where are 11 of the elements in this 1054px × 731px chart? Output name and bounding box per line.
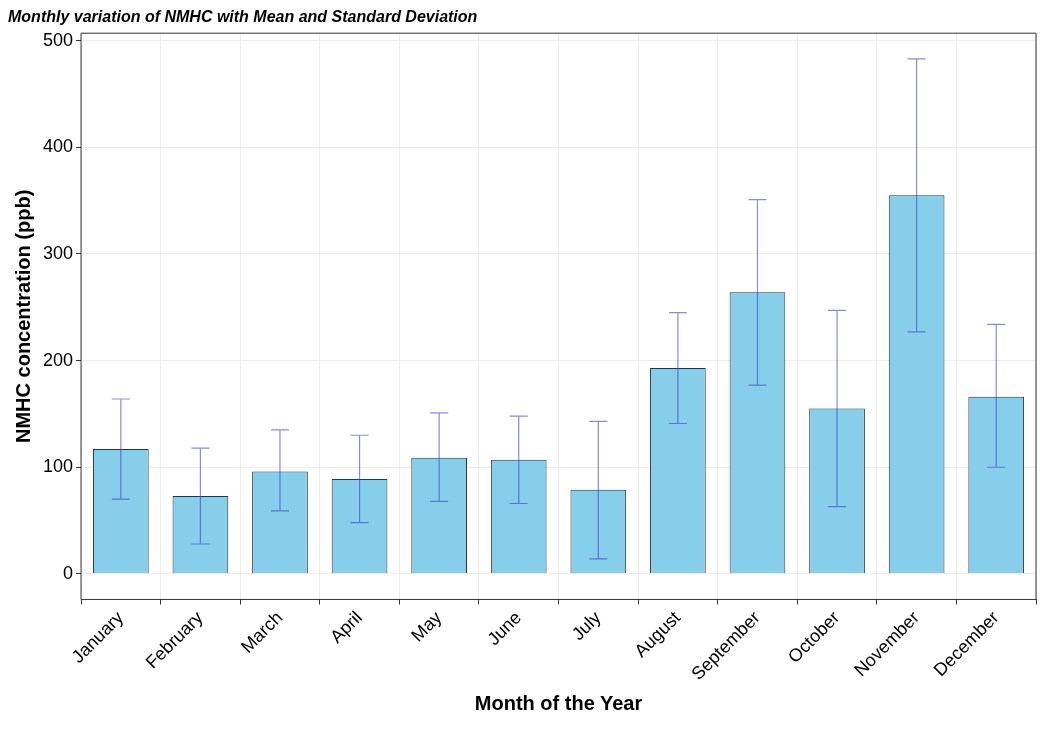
y-tick-label: 0 xyxy=(63,562,74,583)
y-tick-label: 400 xyxy=(42,136,74,157)
x-axis-title: Month of the Year xyxy=(474,691,643,714)
y-axis-title: NMHC concentration (ppb) xyxy=(11,189,34,443)
x-tick-label: July xyxy=(567,607,605,645)
y-tick-label: 200 xyxy=(42,349,74,370)
y-tick-label: 100 xyxy=(42,456,74,477)
y-tick-label: 500 xyxy=(42,29,74,50)
y-tick-label: 300 xyxy=(42,242,74,263)
x-tick-label: May xyxy=(407,607,446,646)
chart-title: Monthly variation of NMHC with Mean and Standard Deviation xyxy=(8,8,478,26)
